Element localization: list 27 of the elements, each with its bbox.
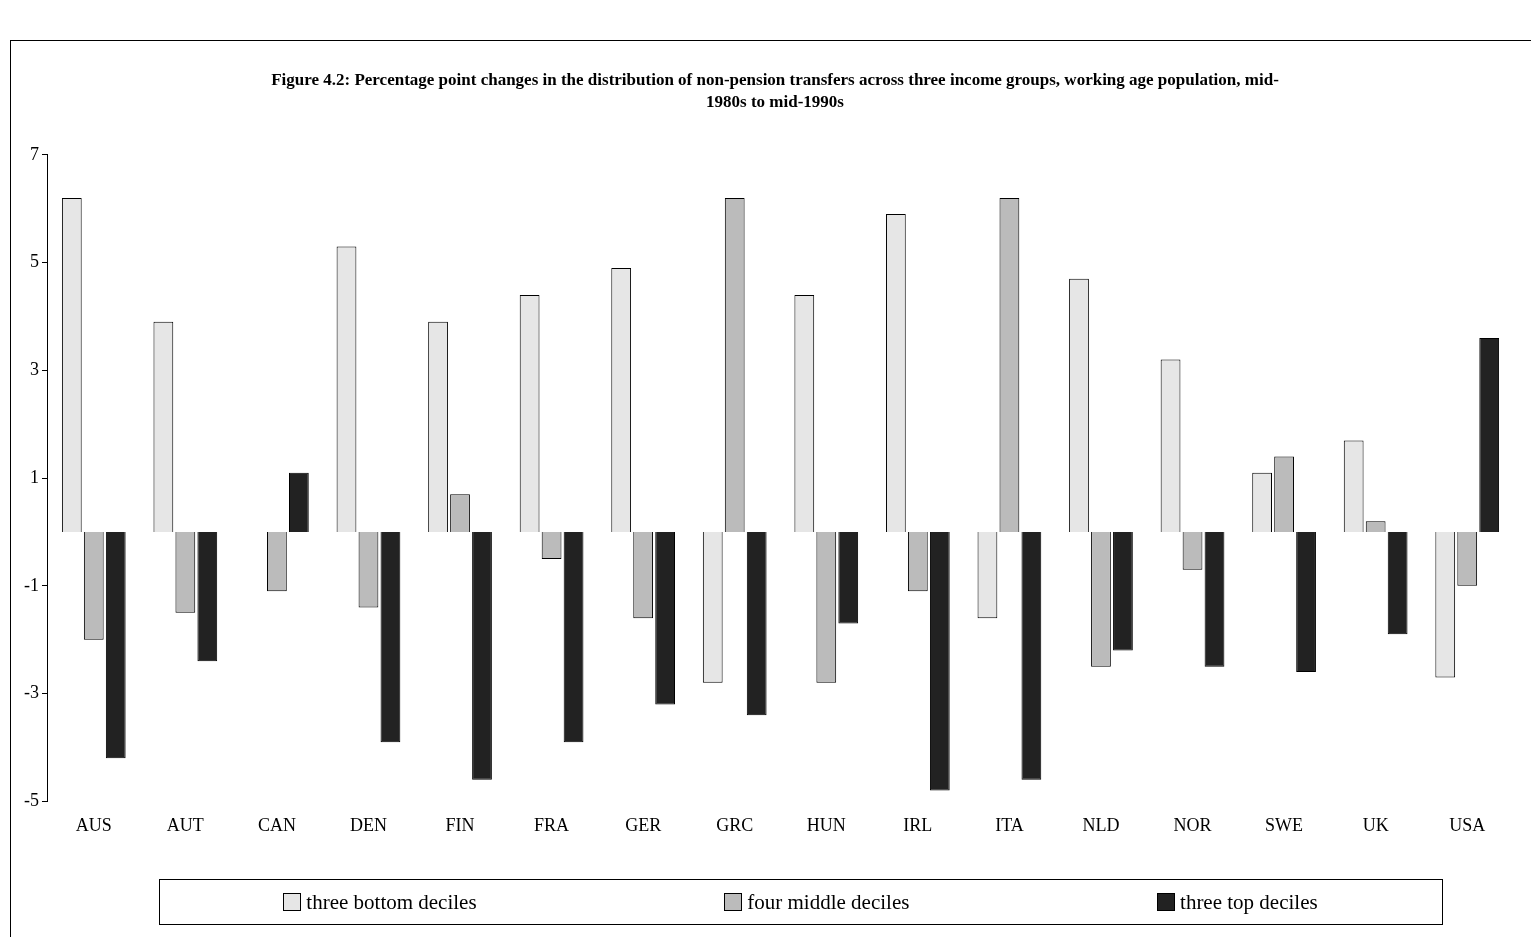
y-tick-label: 5: [29, 251, 39, 272]
x-tick-label: CAN: [257, 814, 296, 835]
x-tick-label: NOR: [1173, 814, 1212, 835]
chart-title: Figure 4.2: Percentage point changes in the distribution of non-pension transfers across three income groups, working age population, mid-1980s to mid-1990s: [270, 69, 1280, 113]
x-tick-label: NLD: [1082, 814, 1120, 835]
y-tick-label: -1: [23, 574, 39, 595]
x-tick-label: DEN: [349, 814, 387, 835]
y-tick-label: -5: [23, 790, 39, 811]
x-tick-label: AUT: [166, 814, 204, 835]
x-tick-label: ITA: [995, 814, 1024, 835]
x-tick-label: IRL: [903, 814, 933, 835]
x-tick-label: GRC: [716, 814, 754, 835]
x-tick-label: GER: [625, 814, 662, 835]
y-tick-label: 7: [29, 143, 39, 164]
x-tick-label: HUN: [806, 814, 846, 835]
x-tick-label: AUS: [75, 814, 112, 835]
x-tick-label: FIN: [445, 814, 475, 835]
x-tick-label: FRA: [534, 814, 570, 835]
y-tick-label: 1: [29, 466, 39, 487]
legend-label: three top deciles: [1180, 889, 1318, 915]
x-tick-label: SWE: [1265, 814, 1304, 835]
x-tick-label: USA: [1449, 814, 1486, 835]
y-tick-label: -3: [23, 682, 39, 703]
legend-label: four middle deciles: [747, 889, 910, 915]
legend-label: three bottom deciles: [306, 889, 477, 915]
x-tick-label: UK: [1362, 814, 1389, 835]
y-tick-label: 3: [29, 359, 39, 380]
